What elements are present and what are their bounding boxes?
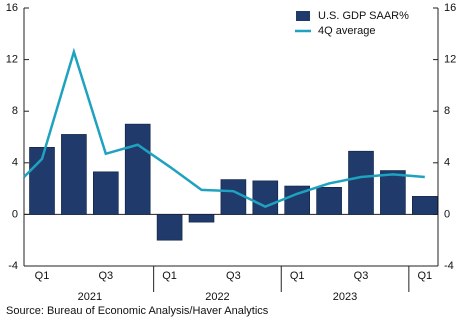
y-tick-label: 16 <box>6 2 18 14</box>
y2-tick-label: 0 <box>444 208 450 220</box>
y-tick-label: 12 <box>6 54 18 66</box>
x-tick-label: Q1 <box>162 270 177 282</box>
bar <box>411 196 438 215</box>
x-tick-label: Q3 <box>354 270 369 282</box>
legend-swatch <box>296 11 310 21</box>
bar <box>93 171 119 215</box>
bar <box>252 180 279 215</box>
bar <box>220 179 247 215</box>
y-tick-label: -4 <box>8 260 18 272</box>
bar <box>188 214 215 223</box>
x-group-label: 2023 <box>333 291 357 303</box>
line <box>23 47 425 209</box>
x-tick-label: Q1 <box>417 270 432 282</box>
y2-tick-label: 4 <box>444 157 450 169</box>
bar <box>380 170 406 215</box>
x-group-label: 2021 <box>78 291 102 303</box>
legend-label: U.S. GDP SAAR% <box>318 10 409 22</box>
x-group-label: 2022 <box>205 291 229 303</box>
y2-tick-label: 12 <box>444 54 456 66</box>
bar <box>61 134 87 215</box>
x-tick-label: Q1 <box>290 270 305 282</box>
legend-label: 4Q average <box>318 25 375 37</box>
y-tick-label: 8 <box>12 105 18 117</box>
y2-tick-label: 16 <box>444 2 456 14</box>
source-note: Source: Bureau of Economic Analysis/Have… <box>6 305 269 317</box>
y2-tick-label: 8 <box>444 105 450 117</box>
bar <box>348 150 374 215</box>
x-tick-label: Q3 <box>98 270 113 282</box>
x-tick-label: Q3 <box>226 270 241 282</box>
x-tick-label: Q1 <box>35 270 50 282</box>
y2-tick-label: -4 <box>444 260 454 272</box>
bar <box>316 187 342 215</box>
bar <box>156 214 183 241</box>
y-tick-label: 0 <box>12 208 18 220</box>
bar <box>124 123 151 215</box>
y-tick-label: 4 <box>12 157 18 169</box>
